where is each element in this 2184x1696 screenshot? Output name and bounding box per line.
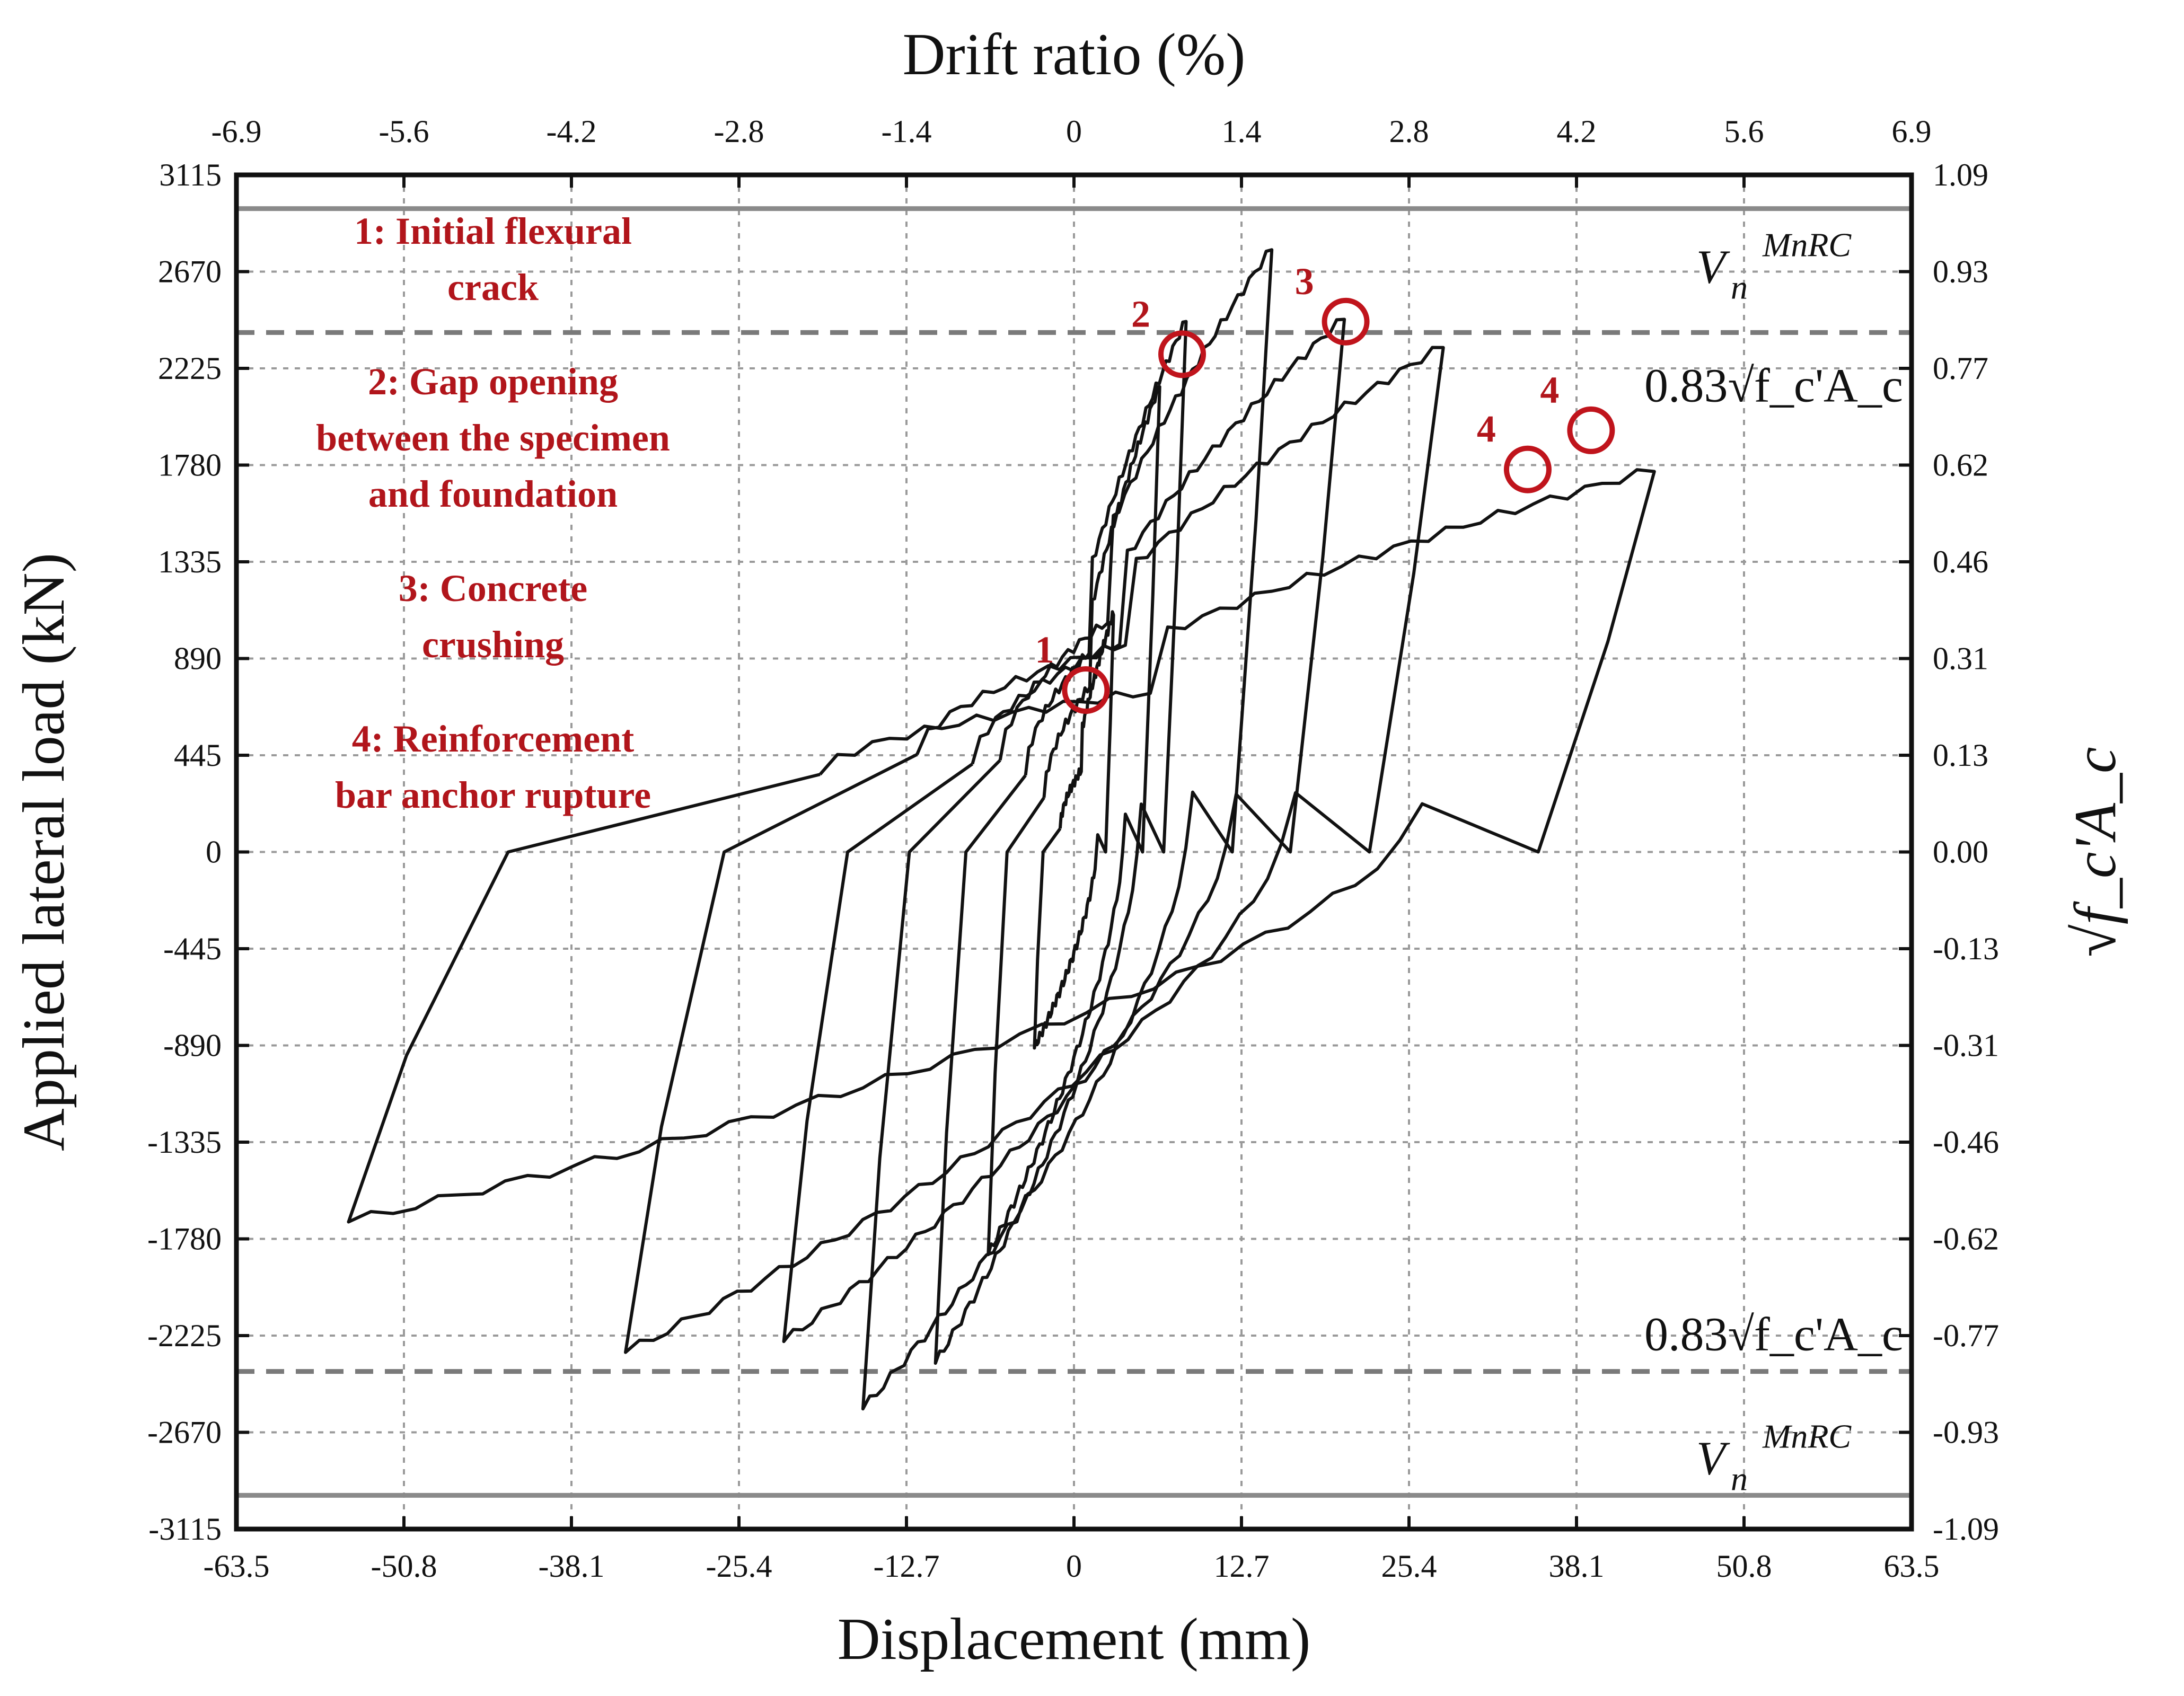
x2-tick-label: -5.6 xyxy=(379,114,429,149)
x-tick-label: 38.1 xyxy=(1549,1549,1605,1584)
y-tick-label: -445 xyxy=(163,931,222,966)
x-tick-label: 63.5 xyxy=(1884,1549,1940,1584)
annotation-marker xyxy=(1158,330,1207,378)
x-tick-label: 50.8 xyxy=(1716,1549,1772,1584)
y2-tick-label: -0.46 xyxy=(1933,1125,1999,1160)
x2-tick-label: -1.4 xyxy=(882,114,932,149)
y2-axis-title-text: √f_c'A_c xyxy=(2063,747,2128,957)
y2-tick-label: -0.13 xyxy=(1933,931,1999,966)
y2-tick-label: 1.09 xyxy=(1933,157,1988,192)
y2-tick-label: 0.13 xyxy=(1933,738,1988,773)
x-tick-label: -25.4 xyxy=(706,1549,772,1584)
y2-tick-label: -1.09 xyxy=(1933,1512,1999,1547)
legend-note-line: crack xyxy=(447,266,539,308)
x2-tick-label: 4.2 xyxy=(1557,114,1597,149)
legend-note-line: between the specimen xyxy=(316,417,670,459)
grid xyxy=(236,175,1912,1529)
y-tick-label: 445 xyxy=(174,738,222,773)
y-tick-label: -2670 xyxy=(147,1415,222,1450)
hysteresis-loop xyxy=(987,385,1161,1257)
y-axis-title: Applied lateral load (kN) xyxy=(11,553,77,1151)
annotation-label: 4 xyxy=(1477,408,1496,450)
y2-axis-title: √f_c'A_c xyxy=(2063,747,2128,957)
x2-tick-label: 2.8 xyxy=(1389,114,1429,149)
hysteresis-loop xyxy=(861,248,1274,1411)
hysteresis-curves xyxy=(347,248,1656,1411)
legend-note-line: 1: Initial flexural xyxy=(354,210,632,252)
legend-note-line: 3: Concrete xyxy=(399,567,588,610)
y2-tick-label: -0.62 xyxy=(1933,1222,1999,1257)
x2-tick-label: -4.2 xyxy=(547,114,597,149)
y2-tick-label: -0.93 xyxy=(1933,1415,1999,1450)
annotations: 1 2 3 4 4 1: Initial flexural crack 2: Gap open… xyxy=(316,210,1615,816)
annotation-label: 2 xyxy=(1131,293,1150,335)
y2-tick-label: 0.93 xyxy=(1933,254,1988,289)
y-tick-label: -1335 xyxy=(147,1125,222,1160)
annotation-marker xyxy=(1062,666,1110,714)
x-tick-label: -38.1 xyxy=(539,1549,605,1584)
x2-tick-label: -2.8 xyxy=(714,114,764,149)
annotation-label: 4 xyxy=(1540,369,1559,411)
hysteresis-loop xyxy=(624,346,1445,1354)
ref-label-083: 0.83√f_c'A_c xyxy=(1644,1309,1903,1361)
y-tick-label: 1780 xyxy=(158,448,222,483)
annotation-marker xyxy=(1567,406,1615,454)
x2-tick-label: 1.4 xyxy=(1222,114,1262,149)
x-tick-label: -63.5 xyxy=(204,1549,270,1584)
ref-label-vn-sup: MnRC xyxy=(1762,226,1852,264)
annotation-label: 3 xyxy=(1295,260,1314,303)
x-tick-label: 25.4 xyxy=(1381,1549,1437,1584)
x-tick-label: -50.8 xyxy=(371,1549,437,1584)
ref-label-vn-sub: n xyxy=(1731,1460,1748,1497)
ref-label-vn-sup: MnRC xyxy=(1762,1417,1852,1455)
x-tick-label: 0 xyxy=(1066,1549,1082,1584)
y2-tick-label: -0.77 xyxy=(1933,1318,1999,1353)
y-tick-label: 3115 xyxy=(159,157,222,192)
hysteresis-loop xyxy=(934,320,1188,1365)
legend-note-line: crushing xyxy=(422,623,564,666)
x-tick-label: -12.7 xyxy=(874,1549,940,1584)
legend-note-line: bar anchor rupture xyxy=(335,774,651,816)
x-tick-label: 12.7 xyxy=(1214,1549,1270,1584)
y-tick-label: -2225 xyxy=(147,1318,222,1353)
y-tick-label: -3115 xyxy=(148,1512,222,1547)
y-tick-label: 2225 xyxy=(158,351,222,386)
legend-note-line: 2: Gap opening xyxy=(368,360,618,403)
y2-tick-label: -0.31 xyxy=(1933,1028,1999,1063)
legend-note-line: 4: Reinforcement xyxy=(352,718,635,760)
x2-tick-label: 0 xyxy=(1066,114,1082,149)
y-tick-label: 890 xyxy=(174,641,222,676)
annotation-label: 1 xyxy=(1035,629,1054,671)
annotation-marker xyxy=(1503,445,1552,493)
y-tick-label: 0 xyxy=(206,835,222,870)
y2-tick-label: 0.77 xyxy=(1933,351,1988,386)
ref-label-vn-sub: n xyxy=(1731,269,1748,306)
ref-label-083: 0.83√f_c'A_c xyxy=(1644,359,1903,412)
y-tick-label: 1335 xyxy=(158,544,222,579)
y-tick-label: 2670 xyxy=(158,254,222,289)
hysteresis-loop xyxy=(1033,610,1115,1050)
axis-ticks: -63.5 -6.9 -50.8 -5.6 -38.1 -4.2 -25.4 -2.8 -12.… xyxy=(147,114,1999,1584)
ref-label-vn: V xyxy=(1696,1432,1730,1485)
x2-tick-label: 5.6 xyxy=(1724,114,1764,149)
y2-tick-label: 0.00 xyxy=(1933,835,1988,870)
annotation-marker xyxy=(1322,297,1370,346)
x2-tick-label: 6.9 xyxy=(1892,114,1932,149)
x-axis-title: Displacement (mm) xyxy=(838,1606,1311,1672)
legend-note-line: and foundation xyxy=(368,473,618,515)
y2-tick-label: 0.31 xyxy=(1933,641,1988,676)
x2-tick-label: -6.9 xyxy=(212,114,262,149)
ref-label-vn: V xyxy=(1696,241,1730,294)
x2-axis-title: Drift ratio (%) xyxy=(903,22,1246,87)
y-tick-label: -1780 xyxy=(147,1222,222,1257)
hysteresis-loop xyxy=(347,468,1656,1224)
y-tick-label: -890 xyxy=(163,1028,222,1063)
y2-tick-label: 0.62 xyxy=(1933,448,1988,483)
y2-tick-label: 0.46 xyxy=(1933,544,1988,579)
